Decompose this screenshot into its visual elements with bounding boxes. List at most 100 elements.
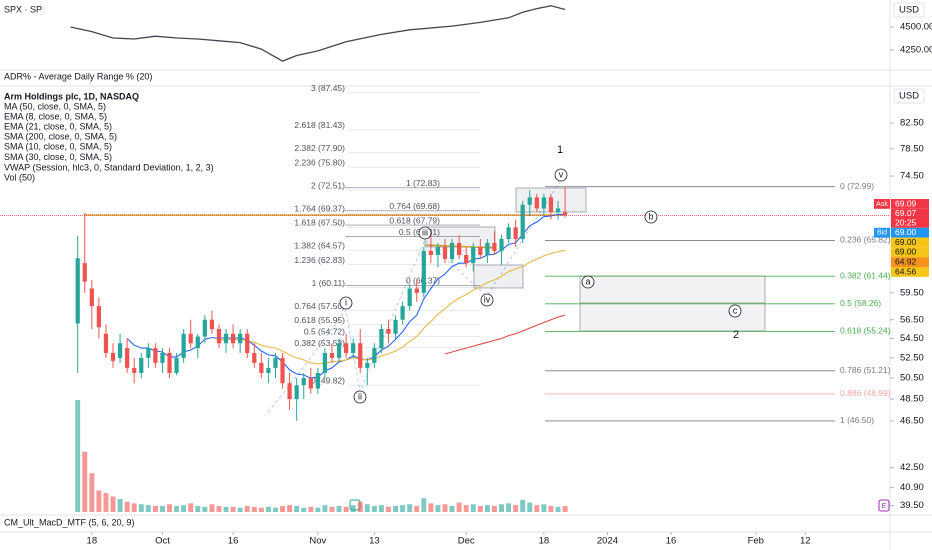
x-tick-label: 18 — [539, 536, 550, 547]
candle-body — [464, 254, 469, 264]
legend-entry: SMA (30, close, 0, SMA, 5) — [4, 152, 112, 162]
wave-label: i — [345, 297, 347, 307]
candle-body — [449, 242, 455, 260]
spx-title: SPX · SP — [4, 4, 42, 14]
candle-body — [428, 250, 433, 255]
candle-body — [245, 333, 250, 353]
y-tick-label: 52.50 — [900, 352, 924, 363]
volume-bar — [174, 505, 180, 512]
candle-body — [202, 319, 207, 337]
price-tag — [891, 247, 929, 258]
marker-box — [878, 499, 890, 512]
candle-body — [209, 319, 215, 330]
side-tag — [874, 199, 890, 209]
volume-bar — [96, 490, 102, 512]
candle-body — [308, 378, 313, 389]
wave-circle — [644, 210, 658, 224]
volume-bar — [315, 507, 321, 512]
volume-bar — [541, 504, 547, 512]
candle-body — [259, 362, 264, 373]
volume-bar — [237, 507, 243, 512]
volume-bar — [195, 505, 201, 512]
candle-body — [216, 329, 222, 344]
y-tick-label: 46.50 — [900, 415, 924, 426]
candle-body — [273, 357, 278, 368]
side-label: Ask — [876, 201, 888, 208]
volume-bar — [75, 400, 81, 512]
volume-bar — [103, 493, 109, 512]
volume-bar — [386, 506, 391, 512]
volume-bar — [82, 451, 88, 512]
y-tick-label: 59.50 — [900, 287, 924, 298]
fib-label: 1.618 (67.50) — [294, 218, 345, 228]
candle-body — [146, 348, 151, 358]
price-tag — [891, 267, 929, 277]
y-tick-label: 50.50 — [900, 373, 924, 384]
volume-bar — [336, 505, 342, 512]
candle-body — [548, 197, 554, 213]
fib-label: 0.236 (65.82) — [840, 235, 891, 245]
candle-body — [125, 348, 130, 368]
candle-body — [471, 246, 476, 264]
legend-entry: EMA (8, close, 0, SMA, 5) — [4, 111, 107, 121]
volume-bar — [506, 503, 512, 512]
candle-body — [372, 348, 377, 363]
candle-body — [287, 383, 292, 400]
candle-body — [492, 242, 497, 251]
wave-label: 1 — [557, 144, 563, 156]
volume-bar — [371, 505, 377, 512]
x-tick-label: 18 — [87, 536, 98, 547]
wave-label: a — [585, 276, 590, 286]
volume-bar — [202, 506, 208, 512]
wave-circle — [418, 226, 432, 240]
price-tag-label: 64.92 — [895, 256, 917, 266]
macd-label: CM_Ult_MacD_MTF (5, 6, 20, 9) — [4, 517, 135, 527]
candle-body — [252, 352, 257, 363]
candle-body — [534, 197, 539, 209]
volume-bar — [329, 506, 335, 512]
candle-body — [343, 343, 349, 353]
y-tick-label: 39.50 — [900, 500, 924, 511]
volume-bar — [555, 506, 561, 512]
volume-bar — [138, 504, 144, 512]
y-tick-label: 4500.00 — [900, 22, 932, 33]
volume-bar — [230, 506, 236, 512]
volume-bar — [499, 504, 504, 512]
y-tick-label: 78.50 — [900, 143, 924, 154]
volume-bar — [216, 505, 222, 512]
candle-body — [301, 378, 306, 386]
candle-body — [386, 329, 391, 334]
candle-body — [195, 336, 200, 349]
candle-body — [223, 333, 229, 344]
price-tag-label: 69.00 — [895, 237, 917, 247]
volume-bar — [223, 506, 229, 512]
volume-bar — [145, 505, 151, 512]
fib-label: 1 (60.11) — [312, 278, 346, 288]
adr-label: ADR% - Average Daily Range % (20) — [4, 71, 152, 81]
y-tick-label: 82.50 — [900, 118, 924, 129]
candle-body — [379, 329, 384, 349]
candle-body — [506, 227, 511, 239]
candle-body — [139, 357, 144, 373]
fib-label: 0.764 (69.68) — [389, 201, 440, 211]
candle-body — [421, 250, 426, 293]
legend-entry: MA (50, close, 0, SMA, 5) — [4, 101, 106, 111]
price-tag — [891, 237, 929, 248]
volume-bar — [152, 505, 158, 512]
candle-body — [322, 352, 328, 373]
fib-label: 1.236 (62.83) — [294, 255, 345, 265]
volume-bar — [209, 504, 215, 512]
wave-circle — [581, 275, 595, 289]
y-tick-label: 74.50 — [900, 171, 924, 182]
candle-body — [442, 246, 448, 260]
layers: 3 (87.45) 2.618 (81.43) 2.382 (77.90) 2.236… — [0, 83, 891, 512]
candle-body — [132, 367, 137, 373]
candle-body — [238, 333, 243, 344]
price-tag-label: 69.00 — [895, 227, 917, 237]
legend-entry: VWAP (Session, hlc3, 0, Standard Deviati… — [4, 162, 214, 172]
volume-bar — [350, 505, 356, 512]
candle-body — [153, 348, 158, 363]
currency: USD — [899, 91, 919, 102]
fib-label: 0.764 (57.50) — [294, 301, 345, 311]
